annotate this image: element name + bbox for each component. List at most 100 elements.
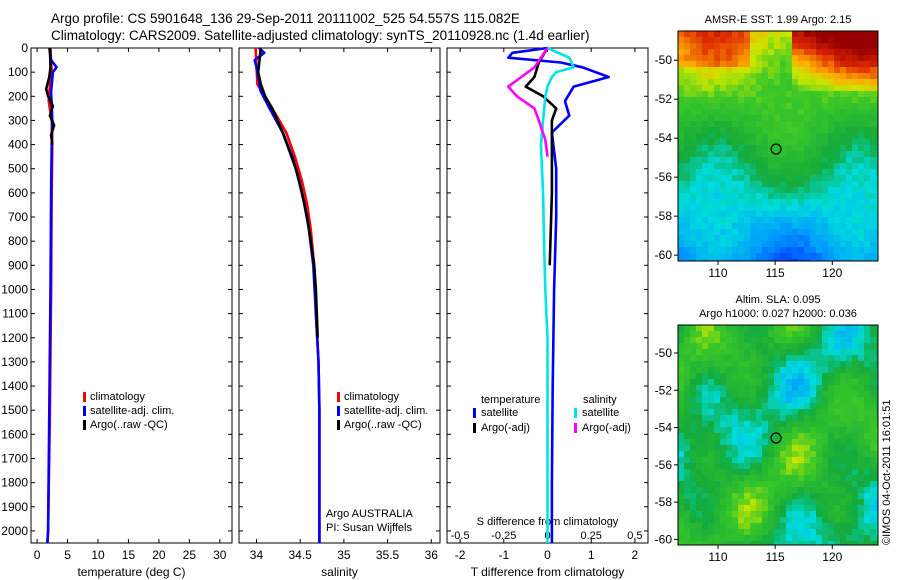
heatmap-cell: [846, 379, 852, 385]
heatmap-cell: [786, 121, 792, 127]
heatmap-cell: [738, 139, 744, 145]
heatmap-cell: [834, 469, 840, 475]
heatmap-cell: [690, 187, 696, 193]
heatmap-cell: [744, 379, 750, 385]
heatmap-cell: [678, 217, 684, 223]
heatmap-cell: [726, 187, 732, 193]
heatmap-cell: [720, 169, 726, 175]
depth-tick-label: 700: [8, 210, 28, 224]
heatmap-cell: [798, 61, 804, 67]
heatmap-cell: [834, 337, 840, 343]
heatmap-cell: [798, 259, 804, 261]
heatmap-cell: [852, 247, 858, 253]
heatmap-cell: [864, 85, 870, 91]
heatmap-cell: [852, 37, 858, 43]
heatmap-cell: [684, 199, 690, 205]
heatmap-cell: [750, 445, 756, 451]
heatmap-cell: [720, 133, 726, 139]
heatmap-cell: [774, 391, 780, 397]
heatmap-cell: [762, 49, 768, 55]
heatmap-cell: [858, 127, 864, 133]
heatmap-cell: [798, 331, 804, 337]
heatmap-cell: [768, 331, 774, 337]
heatmap-cell: [834, 187, 840, 193]
heatmap-cell: [858, 145, 864, 151]
x-tick-label: -1: [498, 548, 509, 562]
depth-tick-label: 2000: [1, 524, 28, 538]
heatmap-cell: [840, 199, 846, 205]
heatmap-cell: [876, 481, 878, 487]
heatmap-cell: [720, 427, 726, 433]
heatmap-cell: [720, 421, 726, 427]
heatmap-cell: [792, 541, 798, 545]
heatmap-cell: [726, 499, 732, 505]
heatmap-cell: [852, 253, 858, 259]
heatmap-cell: [714, 391, 720, 397]
heatmap-cell: [870, 187, 876, 193]
heatmap-cell: [684, 139, 690, 145]
heatmap-cell: [774, 529, 780, 535]
heatmap-cell: [744, 367, 750, 373]
heatmap-cell: [810, 109, 816, 115]
heatmap-cell: [858, 37, 864, 43]
heatmap-cell: [828, 103, 834, 109]
heatmap-cell: [678, 259, 684, 261]
heatmap-cell: [750, 229, 756, 235]
heatmap-cell: [708, 511, 714, 517]
heatmap-cell: [780, 505, 786, 511]
heatmap-cell: [774, 439, 780, 445]
heatmap-cell: [876, 331, 878, 337]
heatmap-cell: [780, 415, 786, 421]
heatmap-cell: [828, 403, 834, 409]
heatmap-cell: [816, 475, 822, 481]
heatmap-cell: [750, 37, 756, 43]
heatmap-cell: [780, 343, 786, 349]
heatmap-cell: [816, 361, 822, 367]
heatmap-cell: [678, 37, 684, 43]
heatmap-cell: [852, 163, 858, 169]
heatmap-cell: [762, 343, 768, 349]
depth-tick-label: 100: [8, 65, 28, 79]
heatmap-cell: [852, 463, 858, 469]
heatmap-cell: [744, 373, 750, 379]
heatmap-cell: [702, 517, 708, 523]
heatmap-cell: [828, 259, 834, 261]
heatmap-cell: [714, 61, 720, 67]
heatmap-cell: [696, 505, 702, 511]
heatmap-cell: [786, 235, 792, 241]
heatmap-cell: [720, 517, 726, 523]
heatmap-cell: [732, 481, 738, 487]
heatmap-cell: [762, 175, 768, 181]
heatmap-cell: [864, 181, 870, 187]
heatmap-cell: [816, 199, 822, 205]
heatmap-cell: [858, 115, 864, 121]
heatmap-cell: [762, 223, 768, 229]
heatmap-cell: [696, 463, 702, 469]
heatmap-cell: [732, 235, 738, 241]
heatmap-cell: [744, 181, 750, 187]
heatmap-cell: [804, 331, 810, 337]
heatmap-cell: [798, 115, 804, 121]
heatmap-cell: [816, 223, 822, 229]
heatmap-cell: [804, 67, 810, 73]
heatmap-cell: [864, 31, 870, 37]
heatmap-cell: [792, 157, 798, 163]
heatmap-cell: [774, 511, 780, 517]
heatmap-cell: [822, 229, 828, 235]
heatmap-cell: [828, 415, 834, 421]
heatmap-cell: [738, 325, 744, 331]
heatmap-cell: [690, 349, 696, 355]
heatmap-cell: [786, 115, 792, 121]
heatmap-cell: [756, 157, 762, 163]
heatmap-cell: [732, 67, 738, 73]
heatmap-cell: [858, 385, 864, 391]
heatmap-cell: [876, 253, 878, 259]
heatmap-cell: [744, 103, 750, 109]
heatmap-cell: [786, 127, 792, 133]
heatmap-cell: [690, 379, 696, 385]
heatmap-cell: [696, 475, 702, 481]
heatmap-cell: [816, 175, 822, 181]
heatmap-cell: [690, 373, 696, 379]
heatmap-cell: [690, 367, 696, 373]
heatmap-cell: [684, 337, 690, 343]
